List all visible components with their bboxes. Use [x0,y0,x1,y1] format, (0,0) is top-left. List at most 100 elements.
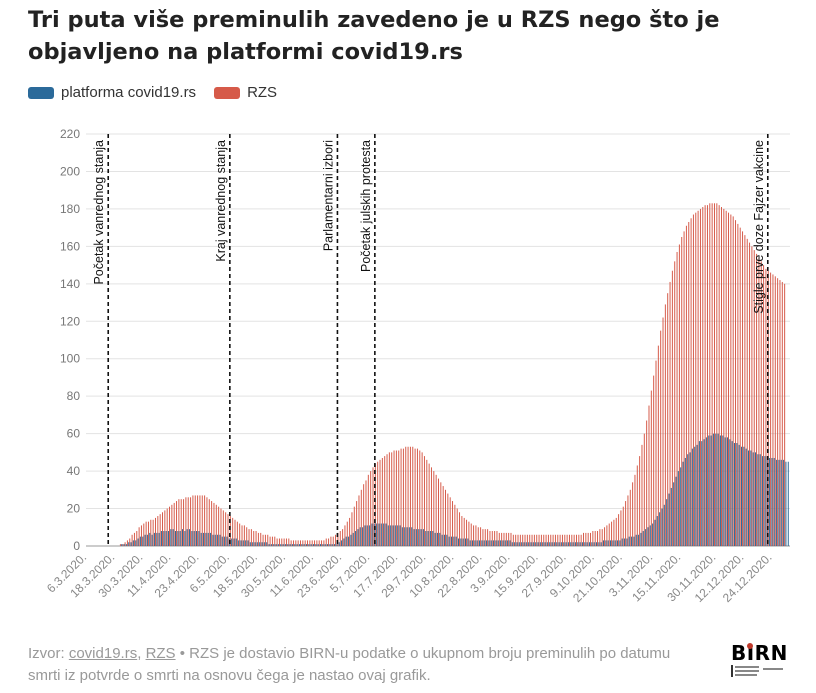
bar-platforma [280,544,282,546]
bar-platforma [125,544,127,546]
bar-rzs [760,261,762,546]
legend-item-rzs[interactable]: RZS [214,84,277,101]
bar-platforma [298,544,300,546]
bar-rzs [339,531,341,546]
bar-rzs [159,514,161,546]
bar-rzs [671,270,673,546]
bar-rzs [482,529,484,546]
bar-rzs [697,210,699,547]
footer-text: • RZS je dostavio BIRN-u podatke o ukupn… [28,645,671,684]
bar-rzs [416,448,418,546]
bar-platforma [214,534,216,546]
source-link-covid19[interactable]: covid19.rs [68,645,138,662]
bar-platforma [348,536,350,546]
bar-platforma [722,435,724,546]
bar-rzs [367,474,369,546]
bar-platforma [544,542,546,546]
bar-platforma [240,540,242,546]
bar-rzs [571,534,573,546]
bar-rzs [374,463,376,546]
bar-rzs [388,452,390,546]
bar-platforma [726,437,728,546]
source-link-rzs[interactable]: RZS [145,645,176,662]
bar-platforma [245,540,247,546]
y-tick-label: 60 [67,427,81,441]
bar-rzs [540,534,542,546]
bar-rzs [183,499,185,546]
bar-rzs [321,540,323,546]
bar-rzs [442,486,444,546]
bar-rzs [402,448,404,546]
bar-platforma [310,544,312,546]
bar-platforma [715,433,717,546]
bar-platforma [390,525,392,546]
bar-rzs [337,532,339,546]
bar-platforma [521,542,523,546]
bar-platforma [186,529,188,546]
legend-swatch-platforma [28,86,54,99]
bar-rzs [592,531,594,546]
bar-platforma [661,508,663,546]
bar-platforma [659,512,661,546]
bar-platforma [212,534,214,546]
bar-platforma [338,542,340,546]
bar-rzs [735,220,737,546]
bar-platforma [621,538,623,546]
bar-platforma [595,542,597,546]
bar-rzs [522,534,524,546]
bar-platforma [270,544,272,546]
bar-platforma [626,538,628,546]
bar-rzs [428,463,430,546]
bar-rzs [594,531,596,546]
bar-platforma [282,544,284,546]
bar-rzs [178,499,180,546]
bar-rzs [508,532,510,546]
bar-platforma [457,538,459,546]
bar-platforma [666,499,668,546]
bar-rzs [772,274,774,546]
bar-rzs [587,532,589,546]
bar-rzs [271,536,273,546]
bar-platforma [624,538,626,546]
bar-platforma [268,544,270,546]
bar-rzs [302,540,304,546]
bar-platforma [317,544,319,546]
annotation-label: Početak vanrednog stanja [92,140,106,285]
bar-platforma [689,452,691,546]
bar-rzs [580,534,582,546]
bar-rzs [688,222,690,546]
bar-rzs [646,420,648,546]
bar-rzs [288,538,290,546]
legend-item-platforma[interactable]: platforma covid19.rs [28,84,196,101]
bar-rzs [213,502,215,546]
bar-platforma [560,542,562,546]
bar-platforma [495,540,497,546]
bar-platforma [549,542,551,546]
bar-platforma [422,529,424,546]
bar-rzs [143,523,145,546]
bar-platforma [472,540,474,546]
bar-platforma [376,523,378,546]
annotation-label: Stigle prve doze Fajzer vakcine [752,140,766,314]
bar-platforma [385,523,387,546]
bar-platforma [144,534,146,546]
bar-platforma [261,542,263,546]
bar-rzs [346,521,348,546]
bar-rzs [648,405,650,546]
bar-platforma [684,457,686,546]
bar-platforma [656,516,658,546]
bar-rzs [349,517,351,546]
bar-platforma [654,519,656,546]
bar-rzs [147,521,149,546]
bar-rzs [608,523,610,546]
bar-rzs [332,536,334,546]
bar-rzs [655,360,657,546]
bar-rzs [515,534,517,546]
bar-rzs [526,534,528,546]
bar-rzs [590,532,592,546]
bar-rzs [372,467,374,546]
bar-rzs [578,534,580,546]
bar-rzs [501,532,503,546]
bar-platforma [593,542,595,546]
bar-rzs [260,532,262,546]
